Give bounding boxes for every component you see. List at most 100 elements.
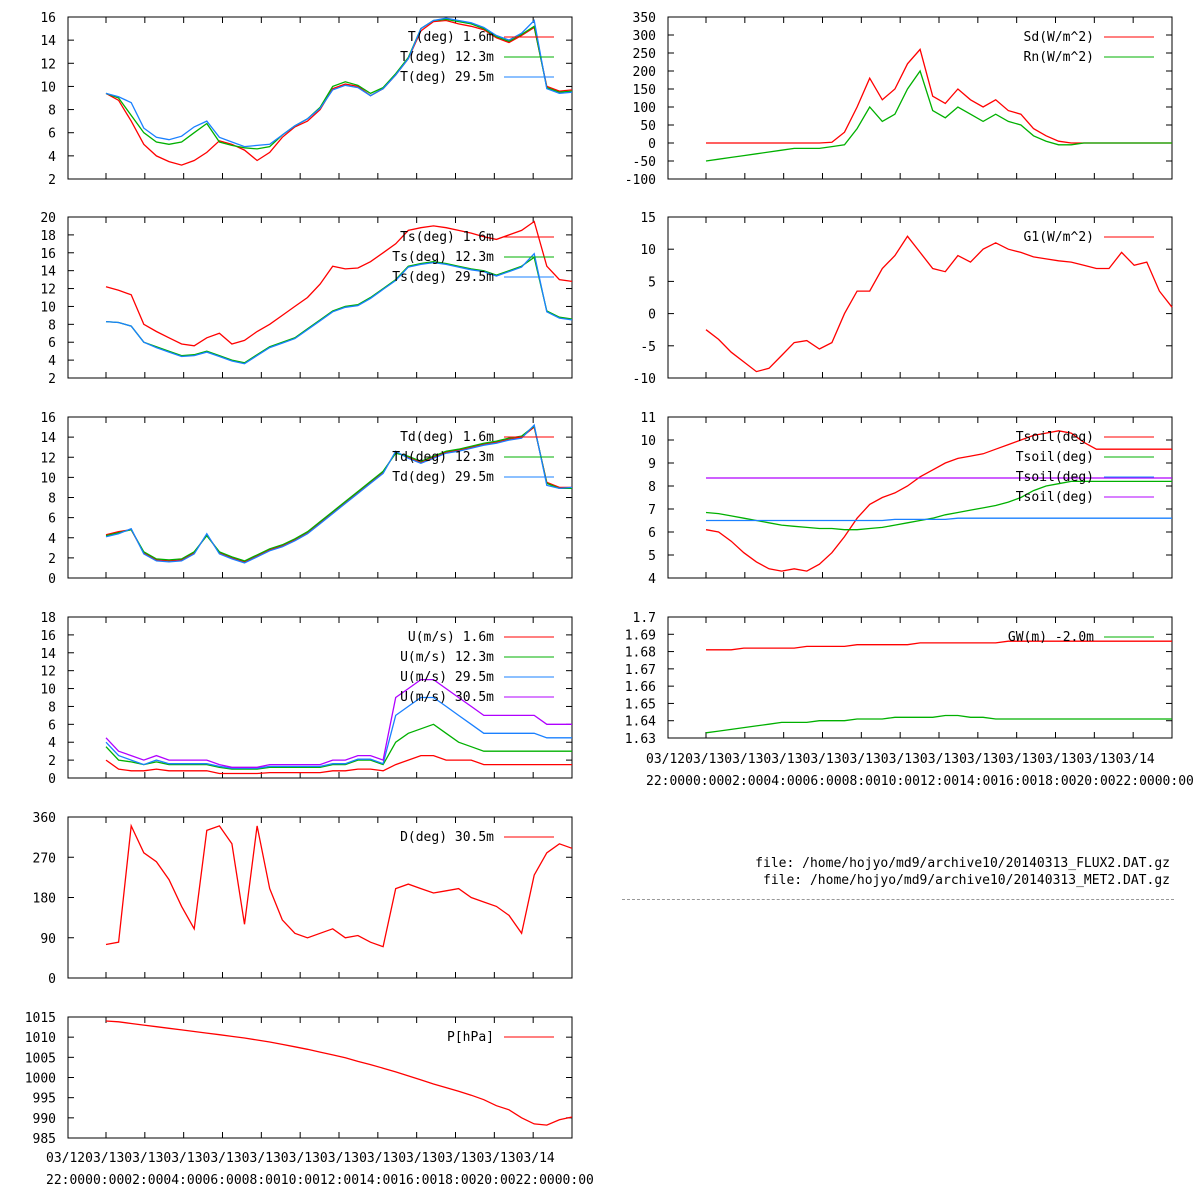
y-tick-label: 14 [40,265,56,280]
y-tick-label: 995 [33,1092,56,1107]
y-tick-label: 1.63 [625,732,656,747]
y-tick-label: 10 [40,80,56,95]
series-line [705,69,1172,162]
legend-label: U(m/s) 30.5m [400,690,494,705]
y-tick-label: 6 [48,127,56,142]
y-tick-label: 1000 [25,1072,56,1087]
series-line [105,18,573,150]
x-axis-labels-left: 03/1203/1303/1303/1303/1303/1303/1303/13… [46,1151,594,1188]
x-axis-dates: 03/1203/1303/1303/1303/1303/1303/1303/13… [646,752,1155,767]
chart-pres: 985 990 995 1000 1005 1010 1015 P[hPa] [25,1011,573,1147]
y-tick-label: 5 [648,275,656,290]
chart-temp: 2 4 6 8 10 12 14 16 T(deg) 1.6m T(deg) 12.3m T(deg… [40,11,573,188]
y-tick-label: 1005 [25,1051,56,1066]
series-line [105,424,572,562]
plot-frame [67,1016,573,1139]
chart-tsoil: 4 5 6 7 8 9 10 11 Tsoil(deg) Tsoil(deg) Tsoil(deg)… [640,411,1173,587]
y-tick-label: 8 [48,700,56,715]
y-tick-label: 2 [48,372,56,387]
chart-ts: 2 4 6 8 10 12 14 16 18 20 Ts(deg) 1.6m Ts(deg) 12.3… [40,211,573,387]
x-axis-times: 22:0000:0002:0004:0006:0008:0010:0012:00… [646,774,1194,789]
chart-td: 0 2 4 6 8 10 12 14 16 Td(deg) 1.6m Td(deg) 12.3m Td… [40,411,573,587]
legend-label: U(m/s) 29.5m [400,670,494,685]
series-line [705,714,1172,734]
flux-file-path: file: /home/hojyo/md9/archive10/20140313… [755,856,1170,871]
y-tick-label: 100 [633,101,656,116]
y-tick-label: 15 [640,211,656,226]
y-tick-label: 180 [33,892,56,907]
y-tick-label: 14 [40,647,56,662]
y-tick-label: 1.65 [625,697,656,712]
series-line [105,423,573,564]
legend-label: D(deg) 30.5m [400,830,494,845]
y-tick-label: 12 [40,451,56,466]
y-tick-label: 1.64 [625,715,656,730]
y-tick-label: 0 [48,572,56,587]
legend-label: Tsoil(deg) [1016,450,1094,465]
chart-wind: 0 2 4 6 8 10 12 14 16 18 U(m/s) 1.6m U(m/s) 12.3m U(… [40,611,573,787]
y-tick-label: 4 [48,354,56,369]
y-tick-label: 11 [640,411,656,426]
y-tick-label: 1.67 [625,663,656,678]
y-tick-label: -100 [625,173,656,188]
series-line [105,19,573,166]
series-line [706,640,1172,651]
y-tick-label: 4 [648,572,656,587]
y-tick-label: 14 [40,431,56,446]
y-tick-label: 7 [648,503,656,518]
y-tick-label: 2 [48,552,56,567]
y-tick-label: 16 [40,247,56,262]
series-line [105,425,572,563]
y-tick-label: 4 [48,532,56,547]
series-line [706,517,1172,522]
y-tick-label: 990 [33,1112,56,1127]
legend-label: U(m/s) 1.6m [408,630,494,645]
y-tick-label: 10 [40,471,56,486]
y-tick-label: 12 [40,665,56,680]
y-tick-label: 6 [648,526,656,541]
y-tick-label: -5 [640,340,656,355]
y-tick-label: 6 [48,336,56,351]
plot-frame [667,616,1173,739]
y-tick-label: 9 [648,457,656,472]
y-tick-label: 0 [648,308,656,323]
y-tick-label: 4 [48,150,56,165]
series-line [105,1020,573,1126]
series-line [105,678,572,768]
series-line [705,480,1172,531]
chart-gw: 1.63 1.64 1.65 1.66 1.67 1.68 1.69 1.7 GW(m) -2.… [625,611,1173,747]
legend-label: Tsoil(deg) [1016,430,1094,445]
series-line [705,430,1172,572]
y-tick-label: 90 [40,932,56,947]
x-axis-dates: 03/1203/1303/1303/1303/1303/1303/1303/13… [46,1151,555,1166]
plot-frame [67,816,573,979]
y-tick-label: 2 [48,754,56,769]
series-line [105,252,573,365]
y-tick-label: 1010 [25,1031,56,1046]
y-tick-label: 300 [633,29,656,44]
y-tick-label: 6 [48,718,56,733]
y-tick-label: 6 [48,512,56,527]
y-tick-label: 0 [48,972,56,987]
plot-frame [67,616,573,779]
legend-label: Td(deg) 1.6m [400,430,494,445]
y-tick-label: 150 [633,83,656,98]
y-tick-label: 18 [40,229,56,244]
y-tick-label: 350 [633,11,656,26]
plot-frame [667,16,1173,180]
legend-label: T(deg) 29.5m [400,70,494,85]
y-tick-label: 0 [48,772,56,787]
series-line [105,256,573,364]
y-tick-label: 8 [48,104,56,119]
series-line [105,220,573,347]
y-tick-label: 10 [640,243,656,258]
legend-label: G1(W/m^2) [1024,230,1094,245]
y-tick-label: 0 [648,137,656,152]
y-tick-label: 18 [40,611,56,626]
y-tick-label: 985 [33,1132,56,1147]
y-tick-label: 1.69 [625,628,656,643]
y-tick-label: 4 [48,736,56,751]
legend-label: GW(m) -2.0m [1008,630,1094,645]
y-tick-label: 10 [40,683,56,698]
